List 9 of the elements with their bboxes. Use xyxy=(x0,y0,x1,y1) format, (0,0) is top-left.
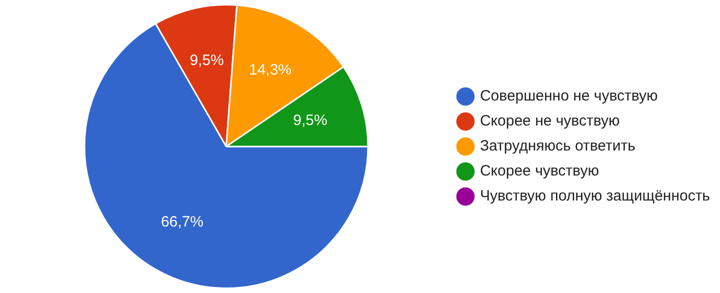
data-label: 66,7% xyxy=(160,214,204,231)
legend-label: Скорее не чувствую xyxy=(480,112,620,130)
legend-label: Чувствую полную защищённость xyxy=(480,188,710,205)
data-label: 9,5% xyxy=(190,52,224,69)
data-label: 14,3% xyxy=(248,62,292,79)
legend-label: Совершенно не чувствую xyxy=(480,88,658,105)
legend-label: Затрудняюсь ответить xyxy=(480,138,636,155)
legend-label: Скорее чувствую xyxy=(480,162,599,180)
data-label: 9,5% xyxy=(293,112,328,129)
